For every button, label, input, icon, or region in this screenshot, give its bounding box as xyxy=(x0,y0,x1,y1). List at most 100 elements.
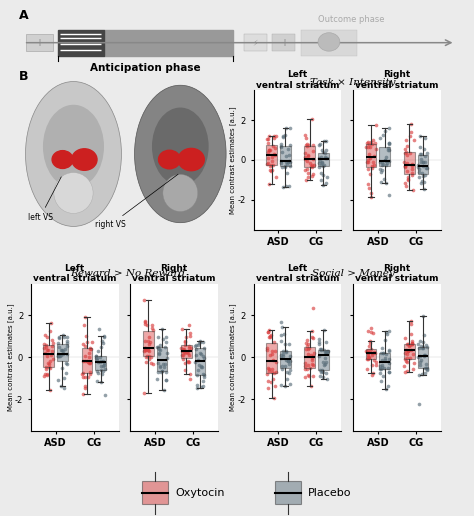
Point xyxy=(321,149,328,157)
Point xyxy=(270,394,278,402)
Point xyxy=(264,377,272,385)
Point xyxy=(197,363,204,371)
Point xyxy=(364,158,372,166)
Point xyxy=(81,383,88,392)
Text: +: + xyxy=(36,38,44,47)
Point xyxy=(80,369,87,377)
Point xyxy=(49,354,57,363)
Point xyxy=(419,344,427,352)
Point xyxy=(42,365,49,373)
Point xyxy=(270,369,277,377)
Point xyxy=(147,359,155,367)
Point xyxy=(404,176,412,185)
Point xyxy=(420,331,428,340)
Point xyxy=(82,352,89,360)
Point xyxy=(408,338,416,347)
PathPatch shape xyxy=(57,344,68,361)
Point xyxy=(319,366,326,375)
Point xyxy=(372,144,379,153)
Point xyxy=(142,352,150,361)
Point xyxy=(178,350,186,359)
Point xyxy=(163,338,170,346)
Point xyxy=(406,132,413,140)
Point xyxy=(45,359,52,367)
Point xyxy=(324,346,331,354)
Circle shape xyxy=(72,149,97,170)
Point xyxy=(283,348,290,357)
Point xyxy=(93,366,100,375)
Point xyxy=(147,352,155,361)
Point xyxy=(269,160,276,169)
Point xyxy=(181,348,189,357)
Point xyxy=(304,370,311,379)
Point xyxy=(385,347,393,356)
Point xyxy=(265,367,273,375)
Point xyxy=(98,337,106,345)
Point xyxy=(404,347,412,356)
Point xyxy=(182,333,190,342)
Point xyxy=(422,341,430,349)
Point xyxy=(414,163,422,171)
Point xyxy=(280,349,287,358)
Point xyxy=(404,167,411,175)
Point xyxy=(277,380,285,389)
Point xyxy=(156,341,164,349)
Point xyxy=(283,375,291,383)
Point xyxy=(265,326,273,334)
Point xyxy=(363,355,371,363)
Point xyxy=(401,334,409,342)
Point xyxy=(272,368,280,376)
Point xyxy=(304,173,312,182)
Point xyxy=(178,346,186,354)
Point xyxy=(286,380,293,388)
Point xyxy=(94,347,102,355)
Point xyxy=(404,173,411,181)
Point xyxy=(149,326,157,334)
Point xyxy=(282,162,289,170)
Point xyxy=(286,141,293,149)
Point xyxy=(419,185,427,194)
Point xyxy=(163,349,171,358)
Point xyxy=(377,179,384,187)
Point xyxy=(419,352,427,360)
Point xyxy=(322,137,330,146)
Point xyxy=(317,345,325,353)
Point xyxy=(410,136,418,144)
Point xyxy=(55,343,63,351)
Point xyxy=(366,338,374,347)
PathPatch shape xyxy=(404,344,414,359)
Point xyxy=(61,374,68,382)
Point xyxy=(418,150,425,158)
Point xyxy=(282,382,289,390)
Point xyxy=(366,170,374,179)
Point xyxy=(320,346,328,354)
Point xyxy=(144,346,152,354)
Point xyxy=(403,353,410,362)
Point xyxy=(284,145,292,153)
Point xyxy=(158,367,165,376)
Point xyxy=(141,337,149,346)
Point xyxy=(364,345,372,353)
Point xyxy=(320,361,328,369)
Point xyxy=(42,370,49,378)
Point xyxy=(320,137,328,145)
Point xyxy=(322,348,330,357)
Point xyxy=(278,323,286,331)
Point xyxy=(304,350,312,358)
Point xyxy=(367,345,374,353)
Point xyxy=(194,356,201,364)
Point xyxy=(309,356,316,364)
Point xyxy=(419,344,426,352)
Point xyxy=(286,151,293,159)
Point xyxy=(273,132,280,140)
Point xyxy=(277,318,285,326)
Point xyxy=(145,337,152,346)
Point xyxy=(83,337,91,346)
Point xyxy=(78,370,86,378)
Point xyxy=(301,153,309,162)
Point xyxy=(146,347,153,356)
Point xyxy=(364,355,372,363)
Point xyxy=(264,135,272,143)
Point xyxy=(100,340,107,348)
Point xyxy=(401,368,409,376)
